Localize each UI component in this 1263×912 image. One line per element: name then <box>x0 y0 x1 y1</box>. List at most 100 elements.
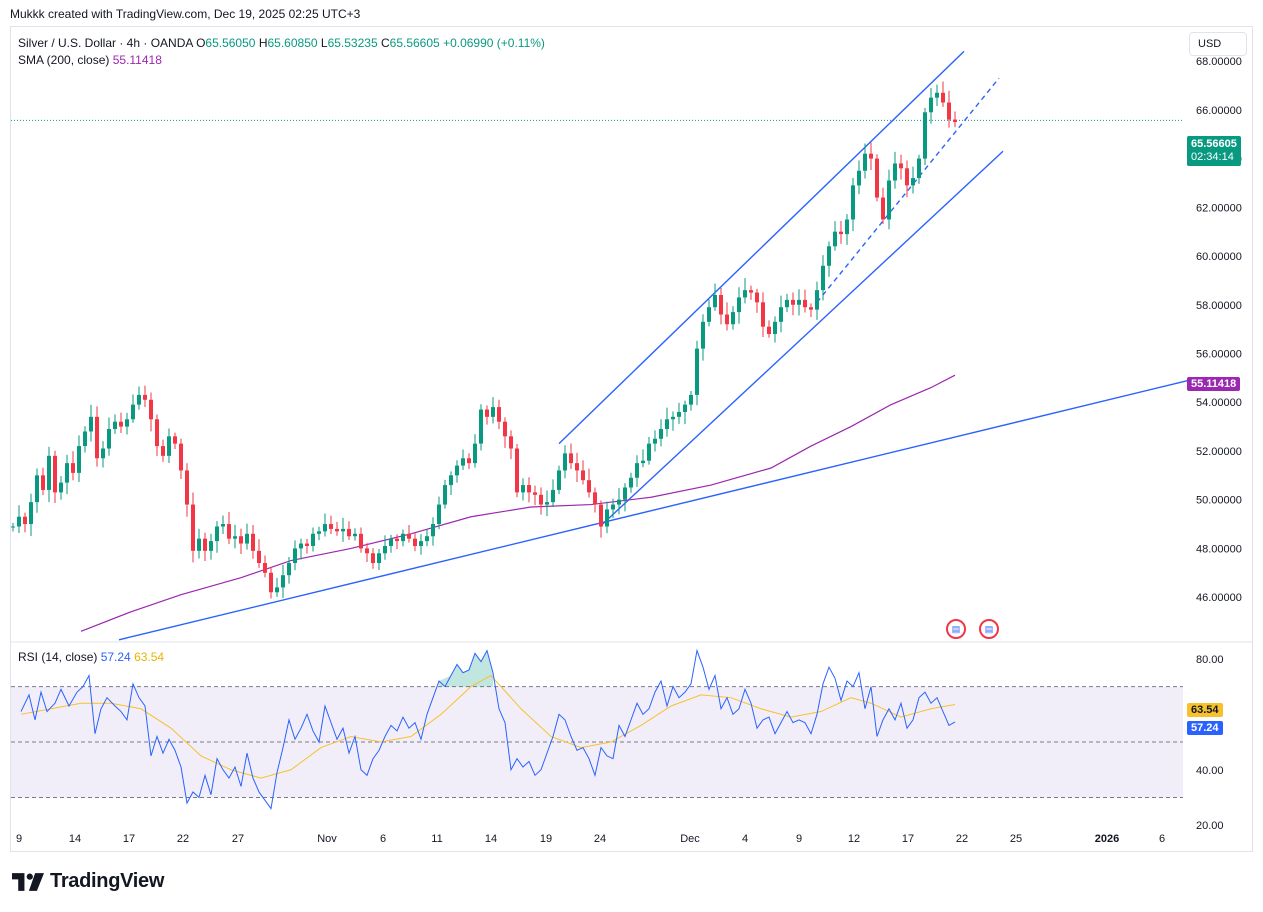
candle <box>323 513 327 537</box>
candle <box>437 496 441 530</box>
candle <box>617 488 621 515</box>
chart-frame <box>10 26 1253 852</box>
candle-body <box>149 399 153 420</box>
candle <box>497 399 501 430</box>
candle <box>743 278 747 304</box>
candle-body <box>533 492 537 495</box>
us-flag-event-icon[interactable]: ▤ <box>946 619 966 639</box>
time-tick-label: 14 <box>69 833 81 845</box>
candle-body <box>473 443 477 464</box>
candle-body <box>317 531 321 534</box>
candle <box>11 522 15 532</box>
candle <box>911 166 915 194</box>
candle-body <box>221 524 225 527</box>
sma-value: 55.11418 <box>112 53 162 67</box>
candle <box>77 435 81 483</box>
candle <box>209 533 213 560</box>
candle <box>719 287 723 325</box>
candle <box>821 255 825 301</box>
candle <box>659 419 663 447</box>
candle-body <box>461 458 465 466</box>
candle <box>269 567 273 599</box>
candle <box>791 292 795 316</box>
price-tick-label: 52.00000 <box>1196 446 1242 458</box>
time-tick-label: 6 <box>380 833 386 845</box>
candle-body <box>923 112 927 159</box>
candle <box>305 538 309 554</box>
symbol-title[interactable]: Silver / U.S. Dollar · 4h · OANDA <box>18 36 193 50</box>
us-flag-event-icon[interactable]: ▤ <box>979 619 999 639</box>
candle-body <box>545 502 549 505</box>
candle-body <box>215 526 219 542</box>
candle <box>467 453 471 470</box>
candle <box>545 490 549 517</box>
candle <box>47 446 51 503</box>
candle <box>449 471 453 495</box>
candle <box>491 397 495 424</box>
price-tick-label: 48.00000 <box>1196 543 1242 555</box>
trend-line <box>816 77 1000 303</box>
candle <box>23 512 27 533</box>
candle-body <box>353 533 357 537</box>
candle-body <box>419 541 423 546</box>
candle-body <box>761 302 765 327</box>
candle <box>593 487 597 513</box>
candle <box>899 154 903 180</box>
candle <box>17 505 21 533</box>
rsi-label[interactable]: RSI (14, close) <box>18 650 98 664</box>
candle-body <box>671 416 675 420</box>
current-price-value: 65.56605 <box>1191 138 1237 150</box>
candle-body <box>437 504 441 525</box>
candle-body <box>17 516 21 527</box>
currency-button[interactable]: USD <box>1189 32 1247 56</box>
price-tick-label: 62.00000 <box>1196 202 1242 214</box>
candle-body <box>773 321 777 334</box>
candle <box>653 430 657 452</box>
candle-body <box>323 524 327 532</box>
candle <box>335 521 339 536</box>
candle-body <box>395 538 399 542</box>
price-change: +0.06990 (+0.11%) <box>443 36 545 50</box>
candle-body <box>767 326 771 334</box>
candle <box>581 460 585 485</box>
candle <box>947 90 951 128</box>
candle-body <box>455 465 459 476</box>
candle <box>905 160 909 198</box>
candle-body <box>203 538 207 551</box>
candle-body <box>377 553 381 564</box>
time-tick-label: 14 <box>485 833 497 845</box>
candle-body <box>845 219 849 235</box>
candle-body <box>899 163 903 169</box>
candle <box>929 87 933 124</box>
candle-body <box>911 178 915 186</box>
candle-body <box>569 453 573 464</box>
candle-body <box>749 290 753 293</box>
candle <box>101 441 105 468</box>
candle-body <box>887 180 891 220</box>
candle <box>563 445 567 479</box>
candle <box>875 154 879 202</box>
candle-body <box>239 536 243 544</box>
time-tick-label: 22 <box>177 833 189 845</box>
candle <box>755 288 759 313</box>
sma-line <box>80 374 956 632</box>
candle <box>515 444 519 498</box>
candle-body <box>407 533 411 539</box>
candle <box>887 169 891 230</box>
candle-body <box>287 563 291 576</box>
candle <box>263 555 267 578</box>
candle-body <box>503 421 507 437</box>
candle <box>671 411 675 431</box>
candle <box>257 539 261 568</box>
candle-body <box>563 453 567 471</box>
candle <box>293 540 297 571</box>
candle <box>311 527 315 552</box>
price-tick-label: 60.00000 <box>1196 251 1242 263</box>
candle-body <box>245 533 249 544</box>
candle-body <box>23 516 27 525</box>
sma-label[interactable]: SMA (200, close) <box>18 53 110 67</box>
footer-logo[interactable]: TradingView <box>12 870 164 893</box>
candle <box>203 532 207 562</box>
candle <box>119 412 123 434</box>
